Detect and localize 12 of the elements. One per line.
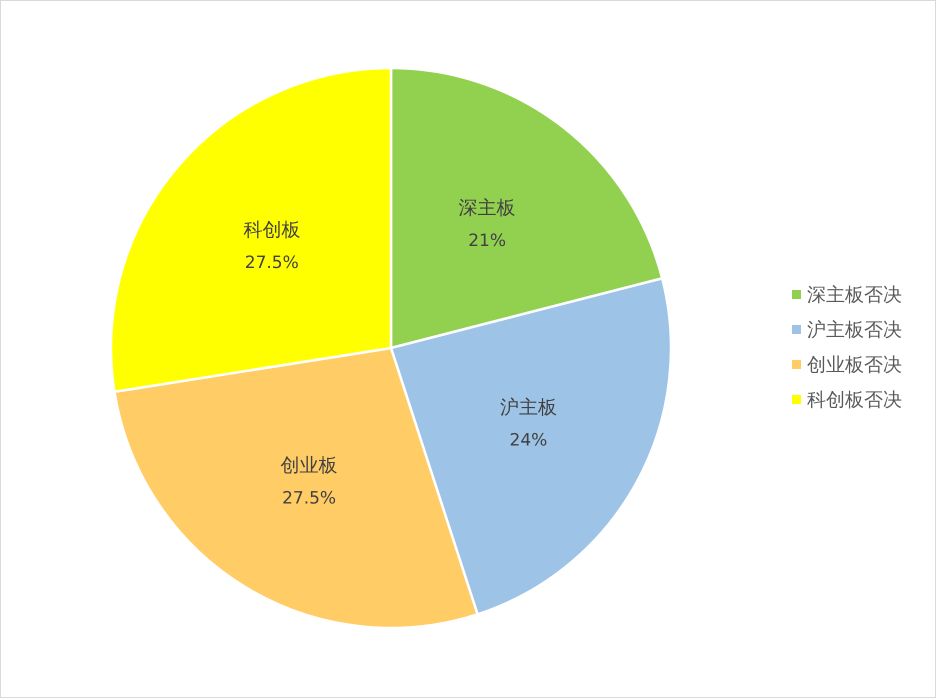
legend-label: 创业板否决 <box>807 354 902 376</box>
text: 创业板 <box>280 454 338 477</box>
legend-label: 沪主板否决 <box>807 319 902 341</box>
data-label: 21% <box>468 231 506 252</box>
data-label: 27.5% <box>244 253 299 274</box>
text: 深主板 <box>458 197 516 220</box>
data-label: 24% <box>510 430 548 451</box>
text: 沪主板 <box>500 396 557 419</box>
legend-label: 科创板否决 <box>807 389 902 411</box>
data-label: 27.5% <box>282 488 336 509</box>
text: 科创板 <box>243 219 300 242</box>
legend-label: 深主板否决 <box>807 284 902 306</box>
